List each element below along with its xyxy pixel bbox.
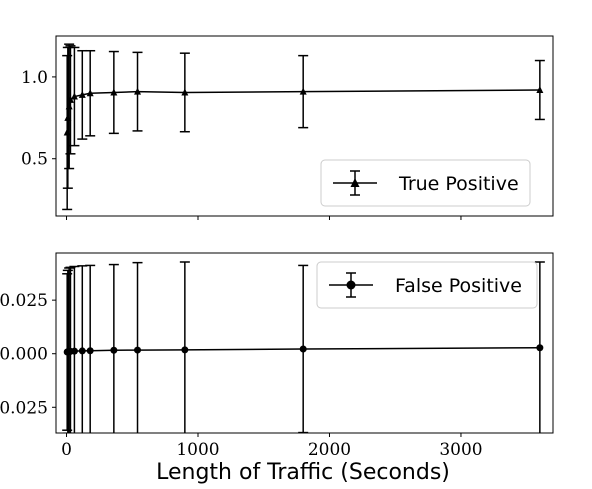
legend-marker bbox=[350, 178, 360, 187]
y-tick-label: 1.0 bbox=[21, 68, 48, 88]
axes-frame bbox=[55, 35, 554, 217]
data-point bbox=[181, 346, 189, 354]
data-point bbox=[78, 90, 86, 98]
legend-label: True Positive bbox=[398, 173, 519, 195]
legend: False Positive bbox=[316, 261, 538, 309]
y-tick-label: 0.5 bbox=[21, 150, 48, 170]
x-tick-label: 2000 bbox=[308, 440, 351, 460]
data-point bbox=[70, 347, 78, 355]
x-axis-label: Length of Traffic (Seconds) bbox=[156, 460, 450, 485]
data-point bbox=[66, 95, 74, 103]
false-positive-panel: 0.025 0.000 0.025 0 1000 2000 3000 False Positi… bbox=[0, 252, 554, 460]
data-point bbox=[65, 102, 73, 110]
data-point bbox=[86, 89, 94, 97]
true-positive-panel: 0.5 1.0 True Positive bbox=[21, 35, 554, 220]
plot-area bbox=[62, 261, 545, 433]
legend-box bbox=[316, 261, 538, 309]
plot-area bbox=[62, 43, 545, 211]
y-tick-label: 0.025 bbox=[0, 398, 48, 418]
data-point bbox=[86, 347, 94, 355]
legend: True Positive bbox=[320, 159, 531, 207]
data-point bbox=[181, 88, 189, 96]
data-point bbox=[78, 347, 86, 355]
y-tick-label: 0.000 bbox=[0, 345, 48, 365]
data-point bbox=[134, 87, 142, 95]
data-point bbox=[110, 346, 118, 354]
legend-marker bbox=[346, 280, 356, 290]
x-tick-label: 1000 bbox=[176, 440, 219, 460]
data-point bbox=[64, 113, 72, 121]
data-point bbox=[536, 86, 544, 93]
data-point bbox=[134, 346, 142, 354]
data-point bbox=[299, 345, 307, 353]
y-tick-label: 0.025 bbox=[0, 291, 48, 311]
x-tick-label: 3000 bbox=[439, 440, 482, 460]
data-point bbox=[70, 92, 78, 100]
legend-label: False Positive bbox=[395, 275, 522, 297]
data-point bbox=[299, 87, 307, 95]
legend-box bbox=[320, 159, 531, 207]
data-point bbox=[536, 344, 544, 352]
x-tick-label: 0 bbox=[61, 440, 72, 460]
data-point bbox=[110, 88, 118, 96]
data-point bbox=[63, 128, 71, 136]
